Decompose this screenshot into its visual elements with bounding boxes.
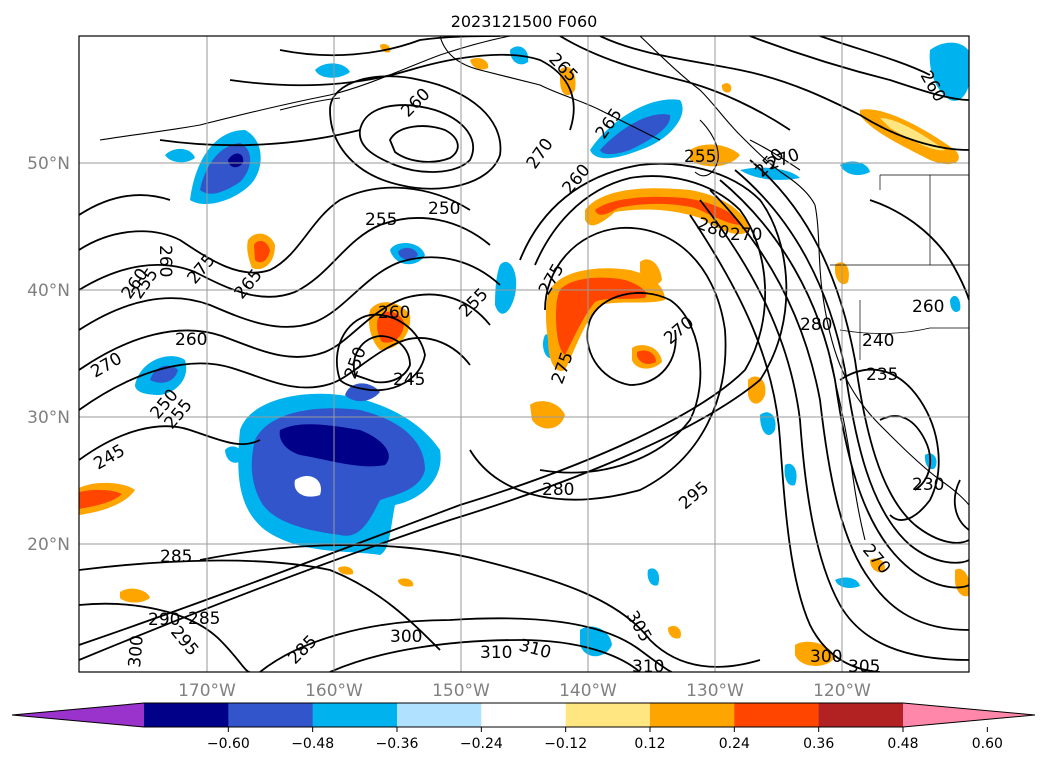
- lat-label: 50°N: [27, 154, 70, 174]
- contour-label: 260: [378, 303, 410, 323]
- colorbar-tick-label: −0.60: [207, 736, 250, 752]
- contour-label: 260: [155, 245, 175, 277]
- contour-label: 300: [810, 647, 842, 667]
- lat-label: 30°N: [27, 408, 70, 428]
- lon-label: 150°W: [432, 681, 490, 701]
- contour-label: 290: [148, 610, 180, 630]
- contour-label: 255: [684, 147, 716, 167]
- graticule-layer: [79, 36, 969, 672]
- contour-label: 300: [125, 634, 148, 668]
- colorbar-tick-label: 0.24: [719, 736, 750, 752]
- contour-label: 280: [800, 315, 832, 335]
- contour-label: 305: [848, 657, 880, 677]
- contour-label: 255: [365, 210, 397, 230]
- coastline-layer: [99, 36, 969, 541]
- contour-label: 250: [428, 199, 460, 219]
- contour-label: 310: [480, 643, 512, 663]
- colorbar-segment: [312, 703, 398, 727]
- colorbar-tick-label: 0.48: [887, 736, 918, 752]
- contour-label: 245: [393, 370, 425, 390]
- lon-label: 170°W: [178, 681, 236, 701]
- lon-label: 120°W: [813, 681, 871, 701]
- shaded-field-layer: [79, 42, 969, 666]
- lon-label: 140°W: [559, 681, 617, 701]
- contour-label: 270: [730, 225, 762, 245]
- colorbar-extend-high: [903, 703, 1035, 727]
- contour-label: 300: [390, 627, 422, 647]
- contour-label: 310: [632, 657, 664, 677]
- lat-label: 40°N: [27, 281, 70, 301]
- lon-label: 130°W: [686, 681, 744, 701]
- colorbar-segment: [144, 703, 229, 727]
- colorbar: −0.60 −0.48 −0.36 −0.24 −0.12 0.12 0.24 0.36 0.4…: [11, 702, 1036, 752]
- contour-label: 235: [866, 365, 898, 385]
- lon-label: 160°W: [305, 681, 363, 701]
- colorbar-extend-low: [12, 703, 144, 727]
- map-title: 2023121500 F060: [451, 12, 598, 31]
- contour-label: 285: [160, 547, 192, 567]
- contour-label: 285: [188, 609, 220, 629]
- contour-layer: [79, 36, 969, 672]
- colorbar-segment: [818, 703, 904, 727]
- map-panel: 265 260 255 250 270 265 260 255 250 270 …: [79, 36, 969, 677]
- colorbar-outline: [11, 702, 1036, 728]
- colorbar-tick-label: 0.36: [803, 736, 834, 752]
- colorbar-segment: [734, 703, 820, 727]
- latitude-labels: 50°N 40°N 30°N 20°N: [27, 154, 70, 555]
- lat-label: 20°N: [27, 535, 70, 555]
- contour-label: 240: [862, 331, 894, 351]
- colorbar-segment: [481, 703, 567, 727]
- colorbar-tick-label: 0.60: [972, 736, 1003, 752]
- contour-label: 230: [912, 475, 944, 495]
- colorbar-segment: [565, 703, 651, 727]
- colorbar-tick-label: −0.24: [460, 736, 503, 752]
- colorbar-tick-label: −0.36: [376, 736, 419, 752]
- colorbar-segment: [650, 703, 735, 727]
- colorbar-tick-label: −0.48: [291, 736, 334, 752]
- contour-label: 260: [175, 330, 207, 350]
- contour-label: 260: [912, 297, 944, 317]
- contour-label: 280: [542, 480, 574, 500]
- colorbar-tick-label: −0.12: [544, 736, 587, 752]
- colorbar-segment: [228, 703, 314, 727]
- map-frame: [78, 35, 970, 673]
- colorbar-tick-label: 0.12: [634, 736, 665, 752]
- colorbar-segment: [397, 703, 482, 727]
- longitude-labels: 170°W 160°W 150°W 140°W 130°W 120°W: [178, 681, 871, 701]
